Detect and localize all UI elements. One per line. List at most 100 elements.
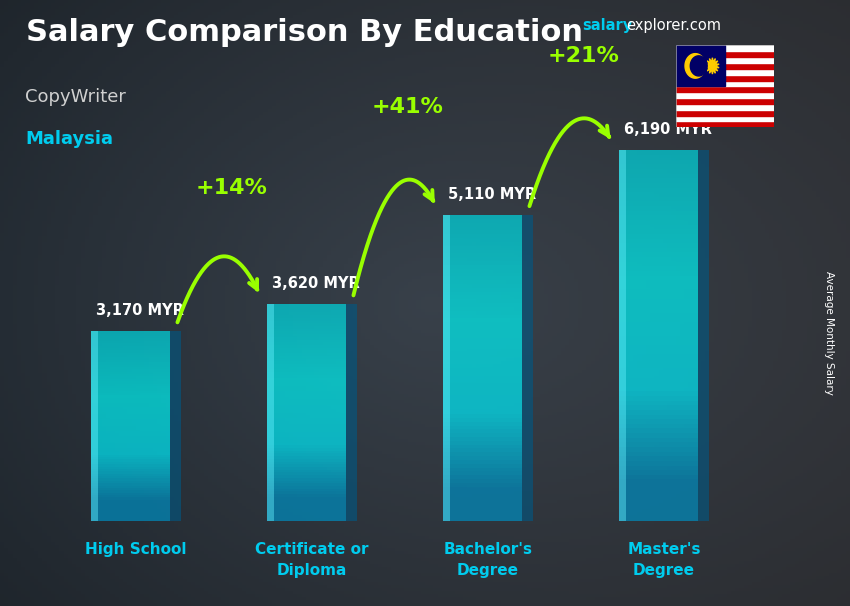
FancyBboxPatch shape <box>443 418 523 422</box>
FancyBboxPatch shape <box>267 519 347 521</box>
FancyBboxPatch shape <box>267 359 347 361</box>
FancyBboxPatch shape <box>91 509 170 511</box>
FancyBboxPatch shape <box>443 257 523 261</box>
FancyBboxPatch shape <box>91 369 170 371</box>
Text: explorer.com: explorer.com <box>626 18 722 33</box>
FancyBboxPatch shape <box>619 465 699 470</box>
FancyBboxPatch shape <box>91 358 170 360</box>
FancyBboxPatch shape <box>619 415 699 419</box>
FancyBboxPatch shape <box>619 239 699 243</box>
FancyBboxPatch shape <box>443 227 523 230</box>
FancyBboxPatch shape <box>91 428 170 431</box>
FancyBboxPatch shape <box>267 356 347 359</box>
FancyBboxPatch shape <box>443 353 523 357</box>
FancyBboxPatch shape <box>91 398 170 400</box>
FancyBboxPatch shape <box>443 464 523 468</box>
FancyBboxPatch shape <box>619 341 699 345</box>
FancyBboxPatch shape <box>91 511 170 514</box>
FancyBboxPatch shape <box>91 483 170 485</box>
FancyBboxPatch shape <box>267 321 347 324</box>
Text: Certificate or
Diploma: Certificate or Diploma <box>255 542 369 578</box>
FancyBboxPatch shape <box>619 150 699 155</box>
FancyBboxPatch shape <box>267 334 347 337</box>
FancyBboxPatch shape <box>91 374 170 376</box>
FancyBboxPatch shape <box>443 345 523 349</box>
FancyBboxPatch shape <box>267 431 347 435</box>
FancyBboxPatch shape <box>267 440 347 442</box>
FancyBboxPatch shape <box>91 502 170 505</box>
FancyBboxPatch shape <box>619 479 699 484</box>
FancyBboxPatch shape <box>91 331 170 334</box>
FancyBboxPatch shape <box>619 387 699 391</box>
FancyBboxPatch shape <box>443 384 523 387</box>
FancyBboxPatch shape <box>619 438 699 442</box>
FancyBboxPatch shape <box>619 456 699 461</box>
FancyBboxPatch shape <box>443 468 523 471</box>
FancyBboxPatch shape <box>267 413 347 416</box>
FancyBboxPatch shape <box>619 266 699 271</box>
FancyBboxPatch shape <box>91 500 170 502</box>
FancyBboxPatch shape <box>619 304 699 308</box>
FancyBboxPatch shape <box>267 508 347 510</box>
FancyBboxPatch shape <box>619 229 699 234</box>
FancyBboxPatch shape <box>443 265 523 268</box>
FancyBboxPatch shape <box>443 284 523 288</box>
FancyBboxPatch shape <box>267 350 347 353</box>
Bar <box>676 81 774 87</box>
FancyBboxPatch shape <box>91 402 170 405</box>
FancyBboxPatch shape <box>443 341 523 345</box>
FancyBboxPatch shape <box>619 299 699 304</box>
FancyBboxPatch shape <box>267 497 347 499</box>
Text: +14%: +14% <box>196 178 267 198</box>
FancyBboxPatch shape <box>267 453 347 456</box>
FancyBboxPatch shape <box>443 322 523 326</box>
FancyBboxPatch shape <box>619 359 699 364</box>
Text: Average Monthly Salary: Average Monthly Salary <box>824 271 834 395</box>
FancyBboxPatch shape <box>91 493 170 495</box>
FancyBboxPatch shape <box>443 395 523 399</box>
FancyBboxPatch shape <box>619 164 699 169</box>
FancyBboxPatch shape <box>91 454 170 457</box>
FancyBboxPatch shape <box>619 498 699 502</box>
FancyBboxPatch shape <box>443 242 523 246</box>
FancyBboxPatch shape <box>91 426 170 428</box>
FancyBboxPatch shape <box>443 349 523 353</box>
FancyBboxPatch shape <box>619 183 699 187</box>
FancyBboxPatch shape <box>619 502 699 507</box>
FancyBboxPatch shape <box>443 311 523 315</box>
FancyBboxPatch shape <box>267 310 347 313</box>
FancyBboxPatch shape <box>619 155 699 160</box>
FancyBboxPatch shape <box>267 388 347 391</box>
FancyBboxPatch shape <box>619 322 699 327</box>
FancyBboxPatch shape <box>619 364 699 368</box>
FancyBboxPatch shape <box>443 330 523 334</box>
FancyBboxPatch shape <box>91 360 170 362</box>
FancyBboxPatch shape <box>91 441 170 443</box>
FancyBboxPatch shape <box>443 372 523 376</box>
FancyBboxPatch shape <box>91 371 170 374</box>
Text: salary: salary <box>582 18 632 33</box>
Bar <box>676 57 774 63</box>
FancyBboxPatch shape <box>443 280 523 284</box>
FancyBboxPatch shape <box>619 294 699 299</box>
FancyBboxPatch shape <box>267 370 347 372</box>
FancyBboxPatch shape <box>91 507 170 509</box>
FancyBboxPatch shape <box>267 486 347 488</box>
FancyBboxPatch shape <box>267 353 347 356</box>
FancyBboxPatch shape <box>443 250 523 253</box>
Bar <box>676 45 724 87</box>
FancyBboxPatch shape <box>91 334 170 336</box>
FancyBboxPatch shape <box>91 519 170 521</box>
FancyBboxPatch shape <box>443 291 523 296</box>
FancyBboxPatch shape <box>267 429 347 431</box>
FancyBboxPatch shape <box>91 471 170 474</box>
FancyBboxPatch shape <box>267 385 347 388</box>
FancyBboxPatch shape <box>619 451 699 456</box>
FancyBboxPatch shape <box>619 512 699 516</box>
FancyBboxPatch shape <box>443 414 523 418</box>
FancyBboxPatch shape <box>443 475 523 479</box>
FancyBboxPatch shape <box>443 219 523 223</box>
FancyBboxPatch shape <box>91 433 170 436</box>
FancyBboxPatch shape <box>267 380 347 383</box>
FancyBboxPatch shape <box>267 318 347 321</box>
